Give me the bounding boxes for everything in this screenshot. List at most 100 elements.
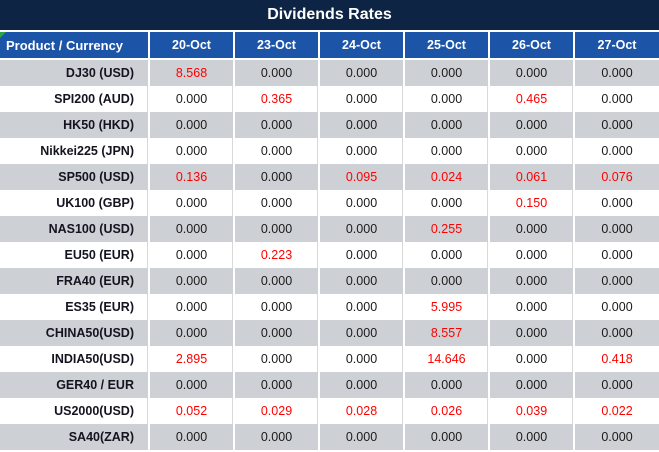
table-row: GER40 / EUR 0.000 0.000 0.000 0.000 0.000 0.00… <box>0 372 659 398</box>
table-row: INDIA50(USD) 2.895 0.000 0.000 14.646 0.000 0.… <box>0 346 659 372</box>
value-cell: 0.000 <box>575 216 659 242</box>
value-cell: 0.028 <box>320 398 405 424</box>
value-cell: 0.223 <box>235 242 320 268</box>
value-cell: 0.000 <box>320 320 405 346</box>
value-cell: 0.000 <box>405 60 490 86</box>
value-cell: 0.000 <box>235 216 320 242</box>
value-cell: 0.000 <box>490 424 575 450</box>
value-cell: 0.000 <box>575 424 659 450</box>
dividends-table: Product / Currency 20-Oct 23-Oct 24-Oct 25-O… <box>0 32 659 450</box>
value-cell: 0.024 <box>405 164 490 190</box>
value-cell: 0.000 <box>405 86 490 112</box>
value-cell: 0.000 <box>405 112 490 138</box>
value-cell: 0.000 <box>150 268 235 294</box>
value-cell: 0.000 <box>320 268 405 294</box>
value-cell: 0.000 <box>320 112 405 138</box>
value-cell: 0.000 <box>490 112 575 138</box>
product-cell: GER40 / EUR <box>0 372 150 398</box>
value-cell: 0.039 <box>490 398 575 424</box>
product-cell: DJ30 (USD) <box>0 60 150 86</box>
value-cell: 0.418 <box>575 346 659 372</box>
product-cell: FRA40 (EUR) <box>0 268 150 294</box>
value-cell: 0.000 <box>150 190 235 216</box>
value-cell: 0.026 <box>405 398 490 424</box>
product-cell: UK100 (GBP) <box>0 190 150 216</box>
value-cell: 0.000 <box>490 294 575 320</box>
value-cell: 0.000 <box>490 268 575 294</box>
value-cell: 0.000 <box>320 242 405 268</box>
value-cell: 0.000 <box>405 190 490 216</box>
value-cell: 0.000 <box>575 190 659 216</box>
value-cell: 0.000 <box>150 216 235 242</box>
value-cell: 0.255 <box>405 216 490 242</box>
value-cell: 0.000 <box>320 138 405 164</box>
value-cell: 0.000 <box>490 346 575 372</box>
value-cell: 0.000 <box>150 242 235 268</box>
value-cell: 2.895 <box>150 346 235 372</box>
table-body: DJ30 (USD) 8.568 0.000 0.000 0.000 0.000 0.000… <box>0 60 659 450</box>
product-cell: EU50 (EUR) <box>0 242 150 268</box>
column-header-product: Product / Currency <box>0 32 150 60</box>
value-cell: 0.000 <box>575 372 659 398</box>
value-cell: 0.000 <box>490 60 575 86</box>
value-cell: 0.000 <box>405 138 490 164</box>
table-header-row: Product / Currency 20-Oct 23-Oct 24-Oct 25-O… <box>0 32 659 60</box>
product-cell: SA40(ZAR) <box>0 424 150 450</box>
value-cell: 14.646 <box>405 346 490 372</box>
value-cell: 0.000 <box>490 242 575 268</box>
value-cell: 0.365 <box>235 86 320 112</box>
value-cell: 0.000 <box>235 138 320 164</box>
table-row: EU50 (EUR) 0.000 0.223 0.000 0.000 0.000 0.000 <box>0 242 659 268</box>
value-cell: 0.000 <box>150 86 235 112</box>
value-cell: 0.000 <box>575 320 659 346</box>
value-cell: 8.568 <box>150 60 235 86</box>
value-cell: 0.000 <box>235 294 320 320</box>
table-row: Nikkei225 (JPN) 0.000 0.000 0.000 0.000 0.000… <box>0 138 659 164</box>
value-cell: 0.000 <box>405 242 490 268</box>
value-cell: 0.000 <box>320 372 405 398</box>
value-cell: 0.000 <box>320 346 405 372</box>
value-cell: 0.000 <box>320 294 405 320</box>
product-cell: INDIA50(USD) <box>0 346 150 372</box>
column-header-date: 26-Oct <box>490 32 575 60</box>
value-cell: 0.000 <box>490 372 575 398</box>
table-row: FRA40 (EUR) 0.000 0.000 0.000 0.000 0.000 0.00… <box>0 268 659 294</box>
value-cell: 0.000 <box>405 424 490 450</box>
value-cell: 0.000 <box>235 112 320 138</box>
table-row: DJ30 (USD) 8.568 0.000 0.000 0.000 0.000 0.000 <box>0 60 659 86</box>
table-row: ES35 (EUR) 0.000 0.000 0.000 5.995 0.000 0.000 <box>0 294 659 320</box>
page-title: Dividends Rates <box>0 0 659 32</box>
value-cell: 0.000 <box>575 242 659 268</box>
value-cell: 0.000 <box>575 268 659 294</box>
value-cell: 0.000 <box>405 372 490 398</box>
value-cell: 0.052 <box>150 398 235 424</box>
table-row: SP500 (USD) 0.136 0.000 0.095 0.024 0.061 0.07… <box>0 164 659 190</box>
column-header-date: 23-Oct <box>235 32 320 60</box>
value-cell: 0.000 <box>235 268 320 294</box>
value-cell: 0.000 <box>320 86 405 112</box>
value-cell: 0.000 <box>150 424 235 450</box>
product-cell: NAS100 (USD) <box>0 216 150 242</box>
value-cell: 0.000 <box>575 112 659 138</box>
cell-corner-flag-icon <box>0 32 6 38</box>
value-cell: 0.000 <box>320 216 405 242</box>
value-cell: 0.095 <box>320 164 405 190</box>
value-cell: 0.029 <box>235 398 320 424</box>
value-cell: 0.000 <box>235 346 320 372</box>
product-cell: CHINA50(USD) <box>0 320 150 346</box>
table-row: SPI200 (AUD) 0.000 0.365 0.000 0.000 0.465 0.0… <box>0 86 659 112</box>
table-row: UK100 (GBP) 0.000 0.000 0.000 0.000 0.150 0.00… <box>0 190 659 216</box>
value-cell: 0.000 <box>150 112 235 138</box>
value-cell: 0.000 <box>235 164 320 190</box>
value-cell: 0.000 <box>235 320 320 346</box>
value-cell: 0.022 <box>575 398 659 424</box>
column-header-date: 24-Oct <box>320 32 405 60</box>
product-cell: ES35 (EUR) <box>0 294 150 320</box>
product-cell: HK50 (HKD) <box>0 112 150 138</box>
value-cell: 0.000 <box>490 320 575 346</box>
value-cell: 0.000 <box>150 320 235 346</box>
value-cell: 0.000 <box>320 424 405 450</box>
product-cell: SP500 (USD) <box>0 164 150 190</box>
value-cell: 0.000 <box>575 138 659 164</box>
